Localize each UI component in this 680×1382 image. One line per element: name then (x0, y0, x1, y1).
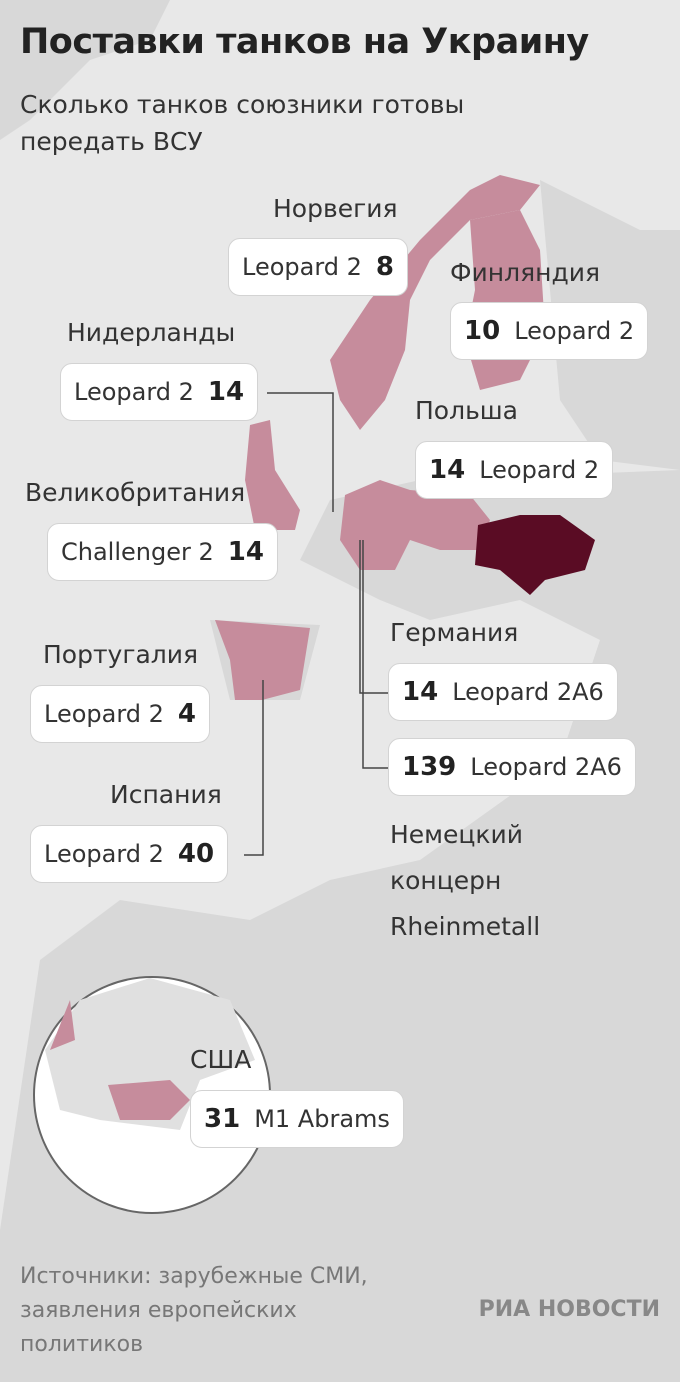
model: M1 Abrams (254, 1105, 390, 1133)
model: Leopard 2A6 (470, 753, 622, 781)
model: Leopard 2 (44, 840, 164, 868)
tank-box: Leopard 2 8 (228, 238, 409, 296)
model: Leopard 2 (242, 253, 362, 281)
source: Источники: зарубежные СМИ, заявления евр… (20, 1264, 368, 1357)
country-name: Польша (415, 396, 519, 425)
count: 14 (207, 377, 245, 407)
tank-box: Leopard 2 14 (60, 363, 259, 421)
tank-box: Challenger 2 14 (47, 523, 278, 581)
country-name: США (190, 1045, 252, 1074)
model: Leopard 2 (74, 378, 194, 406)
subtitle: Сколько танков союзники готовы передать … (20, 90, 465, 156)
leaders (244, 392, 388, 856)
model: Leopard 2 (44, 700, 164, 728)
note: Немецкий концерн Rheinmetall (390, 820, 541, 941)
ukraine (475, 515, 595, 595)
count: 14 (429, 455, 466, 485)
model: Challenger 2 (61, 538, 214, 566)
model: Leopard 2 (514, 317, 635, 345)
tank-box: 31 M1 Abrams (190, 1090, 404, 1148)
country-name: Финляндия (450, 258, 601, 287)
count: 139 (402, 752, 457, 782)
logo: РИА НОВОСТИ (478, 1297, 660, 1322)
tank-box: Leopard 2 40 (30, 825, 229, 883)
title: Поставки танков на Украину (20, 22, 589, 62)
tank-box: 14 Leopard 2A6 (388, 663, 618, 721)
globe-land (45, 978, 255, 1130)
country-name: Великобритания (25, 478, 246, 507)
tank-box: 10 Leopard 2 (450, 302, 649, 360)
count: 10 (464, 316, 501, 346)
count: 31 (204, 1104, 241, 1134)
count: 40 (177, 839, 215, 869)
tank-box: Leopard 2 4 (30, 685, 211, 743)
model: Leopard 2A6 (452, 678, 604, 706)
tank-box: 14 Leopard 2 (415, 441, 614, 499)
tank-box: 139 Leopard 2A6 (388, 738, 636, 796)
country-name: Германия (390, 618, 519, 647)
country-name: Португалия (43, 640, 199, 669)
model: Leopard 2 (479, 456, 600, 484)
count: 4 (177, 699, 197, 729)
count: 14 (402, 677, 439, 707)
country-name: Нидерланды (67, 318, 236, 347)
count: 14 (227, 537, 264, 567)
count: 8 (375, 252, 395, 282)
country-name: Испания (110, 780, 222, 809)
country-name: Норвегия (273, 194, 398, 223)
